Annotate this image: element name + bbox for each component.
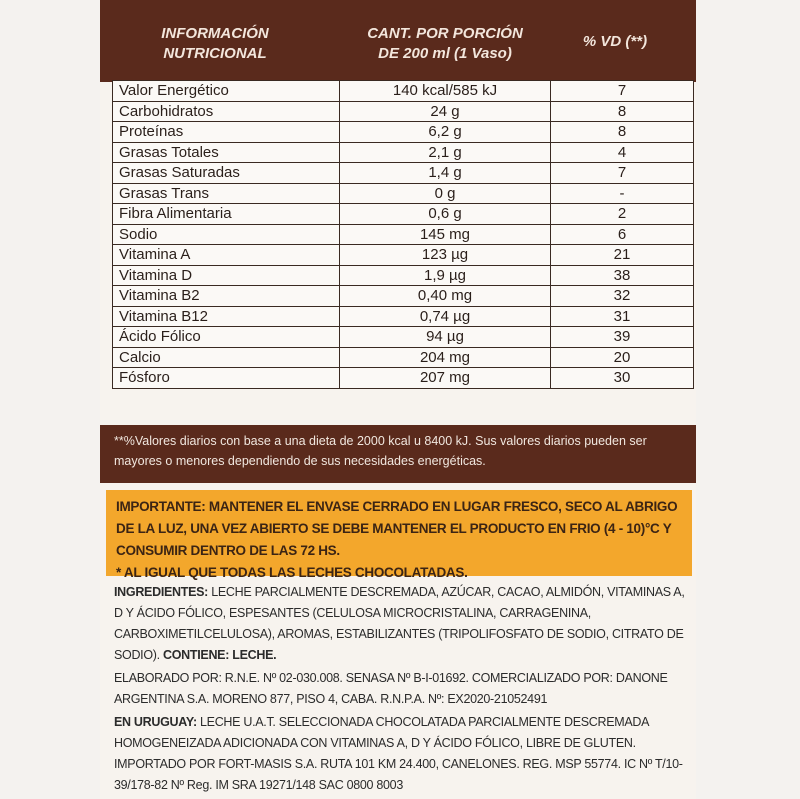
daily-value: 7 [550,80,694,102]
table-row: Sodio 145 mg 6 [112,223,694,245]
header-line: NUTRICIONAL [163,45,267,62]
amount: 1,9 µg [339,264,551,286]
amount: 6,2 g [339,121,551,143]
amount: 207 mg [339,367,551,389]
nutrient-name: Vitamina D [112,264,340,286]
amount: 1,4 g [339,162,551,184]
daily-value: 20 [550,346,694,368]
producer: ELABORADO POR: R.N.E. Nº 02-030.008. SEN… [114,671,668,706]
nutrient-name: Carbohidratos [112,100,340,122]
nutrient-name: Proteínas [112,121,340,143]
uruguay-text: LECHE U.A.T. SELECCIONADA CHOCOLATADA PA… [114,715,683,792]
table-row: Vitamina A 123 µg 21 [112,244,694,266]
ingredients-label: INGREDIENTES: [114,585,209,599]
daily-value: - [550,182,694,204]
amount: 24 g [339,100,551,122]
header-line: DE 200 ml (1 Vaso) [378,45,512,62]
nutrient-name: Vitamina A [112,244,340,266]
daily-value: 2 [550,203,694,225]
nutrient-name: Calcio [112,346,340,368]
nutrient-name: Vitamina B12 [112,305,340,327]
amount: 123 µg [339,244,551,266]
table-row: Grasas Trans 0 g- [112,182,694,204]
table-row: Vitamina D 1,9 µg 38 [112,264,694,286]
nutrition-title: INFORMACIÓN NUTRICIONAL [140,24,290,64]
vd-title: % VD (**) [582,33,648,50]
label: INFORMACIÓN NUTRICIONAL CANT. POR PORCIÓN… [100,0,696,799]
nutrient-name: Grasas Trans [112,182,340,204]
daily-value: 21 [550,244,694,266]
table-row: Ácido Fólico 94 µg 39 [112,326,694,348]
nutrient-name: Sodio [112,223,340,245]
header-line: INFORMACIÓN [161,25,269,42]
daily-value: 8 [550,121,694,143]
amount: 204 mg [339,346,551,368]
paragraph: EN URUGUAY: LECHE U.A.T. SELECCIONADA CH… [114,712,689,796]
uruguay-label: EN URUGUAY: [114,715,197,729]
nutrient-name: Ácido Fólico [112,326,340,348]
footnote: **%Valores diarios con base a una dieta … [100,425,696,483]
important-label: IMPORTANTE: [116,499,206,514]
daily-value: 31 [550,305,694,327]
table-row: Fósforo 207 mg 30 [112,367,694,389]
amount: 2,1 g [339,141,551,163]
daily-value: 30 [550,367,694,389]
amount: 0,40 mg [339,285,551,307]
table-row: Calcio 204 mg 20 [112,346,694,368]
paragraph: INGREDIENTES: LECHE PARCIALMENTE DESCREM… [114,582,689,666]
amount: 0 g [339,182,551,204]
daily-value: 8 [550,100,694,122]
nutrient-name: Fósforo [112,367,340,389]
amount: 0,6 g [339,203,551,225]
daily-value: 7 [550,162,694,184]
nutrition-table: Valor Energético 140 kcal/585 kJ 7 Carbohid… [112,80,694,389]
daily-value: 32 [550,285,694,307]
amount: 0,74 µg [339,305,551,327]
nutrient-name: Grasas Totales [112,141,340,163]
daily-value: 38 [550,264,694,286]
daily-value: 4 [550,141,694,163]
amount: 145 mg [339,223,551,245]
important-text: MANTENER EL ENVASE CERRADO EN LUGAR FRES… [116,499,678,558]
ingredients-block: INGREDIENTES: LECHE PARCIALMENTE DESCREM… [114,582,689,798]
important-note: * AL IGUAL QUE TODAS LAS LECHES CHOCOLAT… [116,565,468,580]
ingredients-text: LECHE PARCIALMENTE DESCREMADA, AZÚCAR, C… [114,585,685,662]
amount: 140 kcal/585 kJ [339,80,551,102]
table-header: INFORMACIÓN NUTRICIONAL CANT. POR PORCIÓN… [100,0,696,82]
nutrient-name: Grasas Saturadas [112,162,340,184]
daily-value: 6 [550,223,694,245]
table-row: Vitamina B2 0,40 mg 32 [112,285,694,307]
amount: 94 µg [339,326,551,348]
nutrient-name: Valor Energético [112,80,340,102]
contains: CONTIENE: LECHE. [163,648,277,662]
table-row: Valor Energético 140 kcal/585 kJ 7 [112,80,694,102]
portion-title: CANT. POR PORCIÓN DE 200 ml (1 Vaso) [350,24,540,64]
nutrient-name: Vitamina B2 [112,285,340,307]
table-row: Vitamina B12 0,74 µg 31 [112,305,694,327]
important-box: IMPORTANTE: MANTENER EL ENVASE CERRADO E… [106,490,692,580]
daily-value: 39 [550,326,694,348]
header-line: CANT. POR PORCIÓN [367,25,523,42]
nutrient-name: Fibra Alimentaria [112,203,340,225]
